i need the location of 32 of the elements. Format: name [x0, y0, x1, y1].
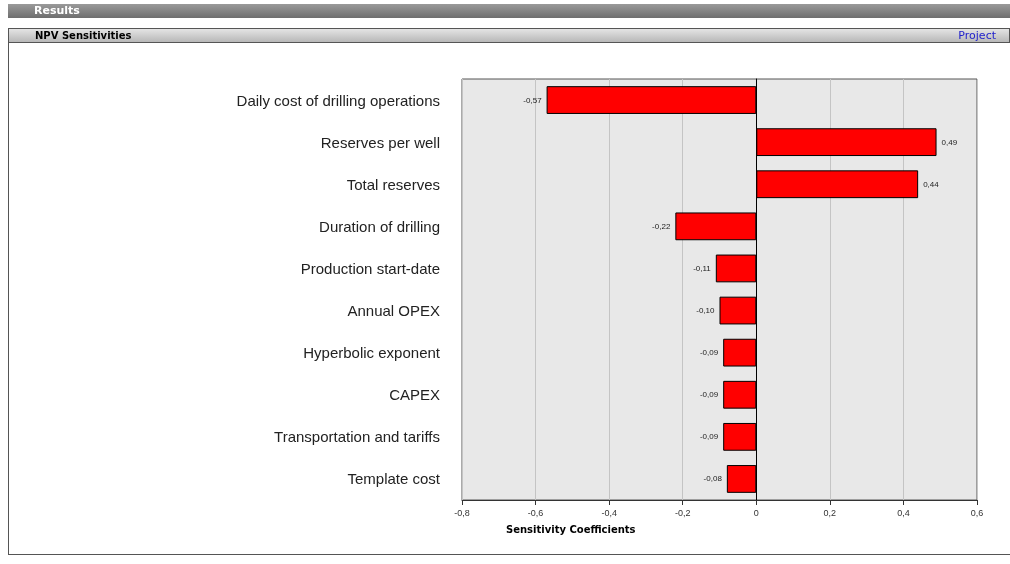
text: Project	[958, 29, 996, 43]
x-tick-label: 0,2	[823, 507, 837, 518]
data-label: -0,09	[699, 390, 719, 400]
y-tick-label: Transportation and tariffs	[274, 428, 440, 446]
data-label: -0,10	[696, 306, 716, 316]
data-label: -0,57	[523, 95, 543, 105]
y-tick-label: Duration of drilling	[319, 217, 440, 235]
y-tick-label: Production start-date	[300, 259, 440, 277]
data-label: 0,44	[923, 179, 940, 189]
data-label: -0,09	[699, 432, 719, 442]
y-tick-label: Daily cost of drilling operations	[236, 91, 440, 109]
y-tick-label: CAPEX	[389, 386, 440, 404]
x-tick-label: -0,2	[674, 507, 691, 518]
y-tick-label: Annual OPEX	[347, 302, 440, 320]
text: Results	[8, 4, 1010, 18]
x-axis-title: Sensitivity Coefficients	[506, 524, 636, 535]
x-tick-label: 0,4	[897, 507, 910, 518]
data-label: -0,22	[652, 221, 671, 231]
y-tick-label: Total reserves	[346, 175, 440, 193]
x-tick-label: -0,4	[601, 507, 617, 518]
x-tick-label: -0,8	[454, 507, 470, 518]
x-tick-label: -0,6	[527, 507, 544, 518]
x-tick-label: 0	[753, 507, 759, 518]
y-tick-label: Reserves per well	[320, 133, 440, 151]
data-label: -0,11	[693, 263, 712, 273]
text: NPV Sensitivities	[35, 30, 132, 41]
x-tick-label: 0,6	[970, 507, 984, 518]
y-tick-label: Template cost	[347, 470, 441, 488]
data-label: -0,08	[703, 474, 723, 484]
data-label: -0,09	[699, 348, 719, 358]
data-label: 0,49	[941, 137, 958, 147]
y-tick-label: Hyperbolic exponent	[303, 344, 441, 362]
